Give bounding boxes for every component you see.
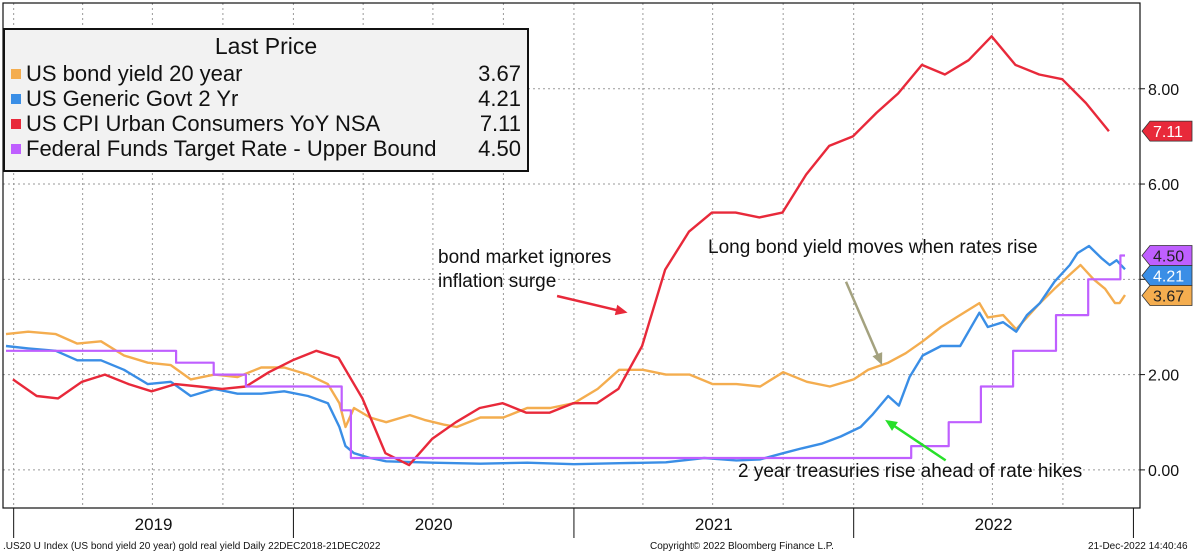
x-year-label: 2021 — [695, 515, 733, 534]
badge-shape — [1141, 265, 1193, 286]
legend-series-name: US Generic Govt 2 Yr — [26, 86, 239, 111]
badge-7.11: 7.11 — [1141, 120, 1193, 142]
annotation-long-bond: Long bond yield moves when rates rise — [708, 237, 1038, 258]
plot-border — [2, 2, 1141, 509]
y-tick-label: 6.00 — [1148, 177, 1179, 194]
arrow-head — [885, 419, 898, 431]
olive-arrow — [844, 281, 883, 366]
legend-series-name: US bond yield 20 year — [26, 61, 243, 86]
legend-series-value: 4.21 — [478, 86, 521, 111]
x-year-label: 2022 — [975, 515, 1013, 534]
y-tick-label: 2.00 — [1148, 368, 1179, 385]
annotation-line: inflation surge — [438, 271, 557, 292]
legend-entry: US CPI Urban Consumers YoY NSA 7.11 — [9, 111, 521, 136]
badge-shape — [1141, 120, 1193, 142]
y-tick-label: 0.00 — [1148, 463, 1179, 480]
badge-4.50: 4.50 — [1141, 245, 1193, 266]
arrow-shaft — [889, 422, 947, 462]
series-line — [12, 35, 1110, 467]
annotation-arrows — [556, 281, 947, 462]
badge-label: 4.50 — [1153, 249, 1184, 266]
plot-frame — [2, 2, 1141, 509]
arrow-shaft — [556, 294, 623, 313]
legend-series-value: 4.50 — [478, 136, 521, 161]
badge-4.21: 4.21 — [1141, 265, 1193, 286]
series-line — [5, 263, 1126, 429]
legend-swatch — [11, 69, 21, 79]
badge-shape — [1141, 285, 1193, 306]
red-arrow — [556, 294, 628, 316]
legend-title: Last Price — [214, 33, 318, 59]
legend-swatch — [11, 119, 21, 129]
badge-label: 7.11 — [1153, 124, 1183, 141]
footer-copyright: Copyright© 2022 Bloomberg Finance L.P. — [650, 541, 834, 552]
legend-series-value: 7.11 — [479, 111, 521, 136]
badge-3.67: 3.67 — [1141, 285, 1193, 306]
legend: Last Price US bond yield 20 year 3.67 US… — [3, 28, 529, 172]
footer-timestamp: 21-Dec-2022 14:40:46 — [1088, 541, 1188, 552]
y-tick-label: 8.00 — [1148, 82, 1179, 99]
legend-series-value: 3.67 — [478, 61, 521, 86]
series-lines — [5, 35, 1126, 467]
annotation-bond-market: bond market ignores inflation surge — [438, 246, 611, 294]
badge-shape — [1141, 245, 1193, 266]
x-year-label: 2019 — [135, 515, 173, 534]
annotation-line: bond market ignores — [438, 247, 612, 268]
legend-entry: US bond yield 20 year 3.67 — [9, 61, 521, 86]
green-arrow — [885, 419, 947, 462]
arrow-shaft — [844, 281, 881, 361]
badge-label: 3.67 — [1153, 289, 1184, 306]
legend-swatch — [11, 144, 21, 154]
series-line — [6, 254, 1125, 460]
arrow-head — [872, 352, 883, 366]
legend-entry: Federal Funds Target Rate - Upper Bound … — [9, 136, 521, 161]
annotation-2-year: 2 year treasuries rise ahead of rate hik… — [738, 461, 1083, 482]
x-axis: 2019 2020 2021 2022 — [13, 508, 1134, 538]
badge-label: 4.21 — [1153, 269, 1184, 286]
x-year-label: 2020 — [415, 515, 453, 534]
footer-source: .US20 U Index (US bond yield 20 year) go… — [3, 541, 381, 552]
grid — [3, 3, 1140, 508]
legend-entry: US Generic Govt 2 Yr 4.21 — [9, 86, 521, 111]
arrow-head — [614, 304, 628, 316]
legend-series-name: Federal Funds Target Rate - Upper Bound — [26, 136, 437, 161]
legend-series-name: US CPI Urban Consumers YoY NSA — [26, 111, 381, 136]
last-value-badges: 4.50 4.21 3.67 7.11 — [1141, 120, 1193, 306]
legend-swatch — [11, 94, 21, 104]
